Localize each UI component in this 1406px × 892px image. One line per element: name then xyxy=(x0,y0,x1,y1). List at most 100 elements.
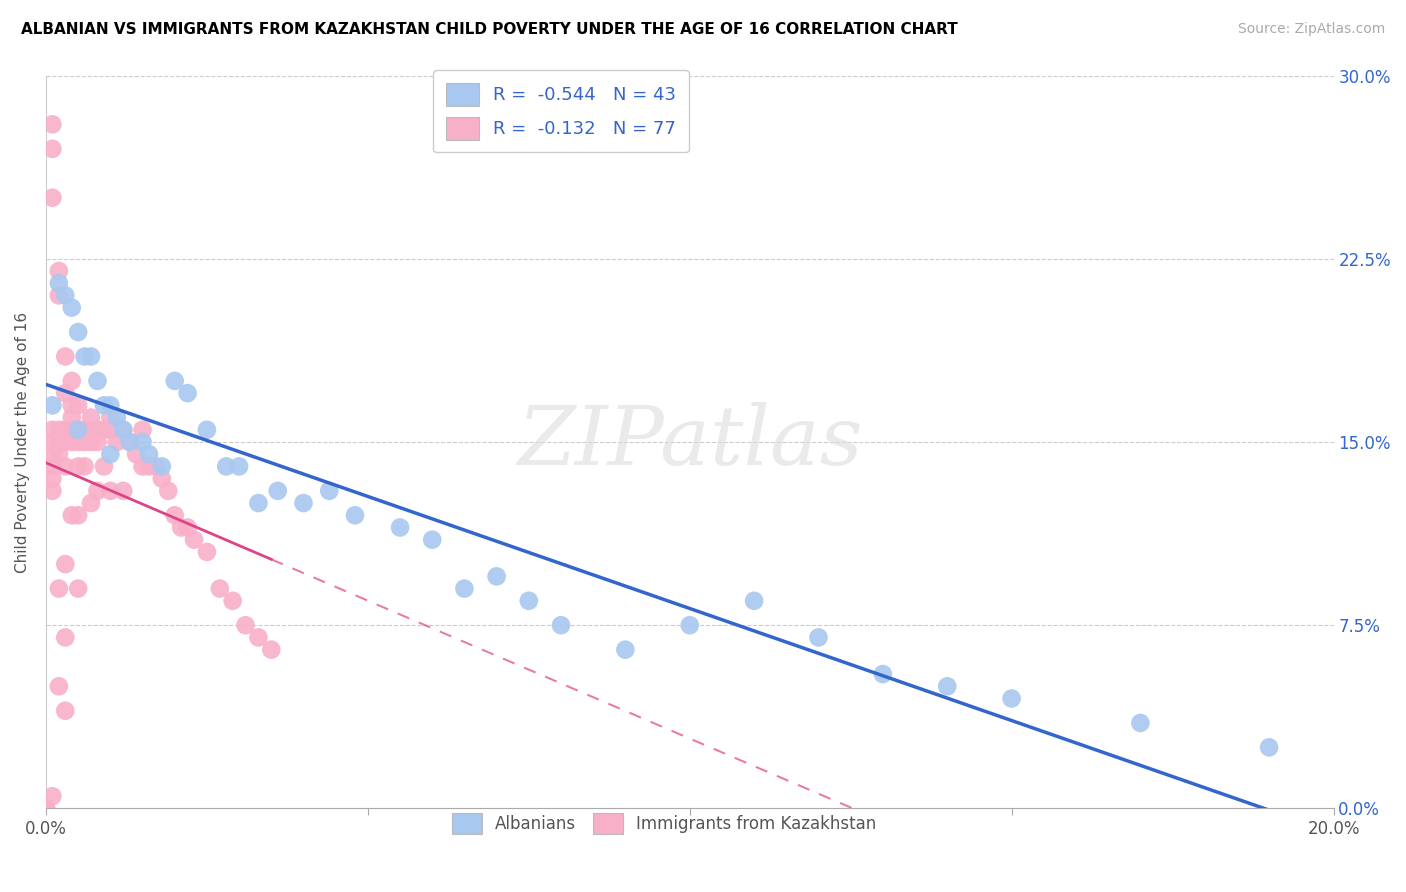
Point xyxy=(80,434,103,449)
Point xyxy=(247,496,270,510)
Point xyxy=(67,325,90,339)
Point xyxy=(35,801,58,815)
Point xyxy=(131,434,153,449)
Point xyxy=(267,483,290,498)
Point xyxy=(73,459,96,474)
Point xyxy=(53,704,76,718)
Point xyxy=(183,533,205,547)
Point xyxy=(105,410,128,425)
Point xyxy=(138,447,160,461)
Point xyxy=(48,264,70,278)
Point xyxy=(125,447,148,461)
Point xyxy=(53,350,76,364)
Point xyxy=(195,423,218,437)
Point xyxy=(48,276,70,290)
Point xyxy=(86,423,108,437)
Point xyxy=(67,508,90,523)
Point xyxy=(48,679,70,693)
Point xyxy=(67,398,90,412)
Point xyxy=(112,483,135,498)
Point xyxy=(163,374,186,388)
Point xyxy=(60,398,83,412)
Point xyxy=(1258,740,1281,755)
Point xyxy=(93,423,115,437)
Point xyxy=(41,789,63,804)
Point xyxy=(118,434,141,449)
Point xyxy=(145,459,167,474)
Point xyxy=(118,434,141,449)
Point xyxy=(35,801,58,815)
Point xyxy=(53,288,76,302)
Point xyxy=(176,520,198,534)
Point xyxy=(73,423,96,437)
Point xyxy=(1129,715,1152,730)
Point xyxy=(420,533,443,547)
Y-axis label: Child Poverty Under the Age of 16: Child Poverty Under the Age of 16 xyxy=(15,311,30,573)
Point xyxy=(208,582,231,596)
Point xyxy=(67,423,90,437)
Point xyxy=(614,642,637,657)
Point xyxy=(48,447,70,461)
Point xyxy=(67,582,90,596)
Point xyxy=(292,496,315,510)
Point xyxy=(176,386,198,401)
Point xyxy=(679,618,702,632)
Point xyxy=(67,423,90,437)
Point xyxy=(93,398,115,412)
Point xyxy=(60,374,83,388)
Point xyxy=(48,423,70,437)
Point xyxy=(93,459,115,474)
Point xyxy=(53,557,76,571)
Point xyxy=(260,642,283,657)
Point xyxy=(453,582,475,596)
Point xyxy=(60,434,83,449)
Point xyxy=(41,472,63,486)
Point xyxy=(86,374,108,388)
Point xyxy=(48,434,70,449)
Point xyxy=(131,459,153,474)
Point xyxy=(86,483,108,498)
Point xyxy=(53,631,76,645)
Point xyxy=(112,423,135,437)
Point xyxy=(170,520,193,534)
Point xyxy=(41,434,63,449)
Point xyxy=(98,483,121,498)
Point xyxy=(80,410,103,425)
Point xyxy=(131,423,153,437)
Point xyxy=(517,594,540,608)
Point xyxy=(41,191,63,205)
Point xyxy=(53,386,76,401)
Point xyxy=(67,459,90,474)
Point xyxy=(163,508,186,523)
Point xyxy=(41,117,63,131)
Point xyxy=(48,288,70,302)
Text: ZIPatlas: ZIPatlas xyxy=(517,402,862,482)
Point xyxy=(41,398,63,412)
Point xyxy=(485,569,508,583)
Point xyxy=(150,472,173,486)
Point xyxy=(138,459,160,474)
Point xyxy=(53,459,76,474)
Point xyxy=(550,618,572,632)
Point xyxy=(80,350,103,364)
Point xyxy=(60,508,83,523)
Point xyxy=(67,434,90,449)
Point xyxy=(195,545,218,559)
Point xyxy=(60,301,83,315)
Point xyxy=(41,483,63,498)
Point xyxy=(150,459,173,474)
Point xyxy=(98,423,121,437)
Legend: Albanians, Immigrants from Kazakhstan: Albanians, Immigrants from Kazakhstan xyxy=(441,803,886,844)
Point xyxy=(1001,691,1024,706)
Point xyxy=(936,679,959,693)
Point xyxy=(221,594,243,608)
Point xyxy=(215,459,238,474)
Point xyxy=(98,398,121,412)
Point xyxy=(157,483,180,498)
Point xyxy=(235,618,257,632)
Point xyxy=(247,631,270,645)
Text: Source: ZipAtlas.com: Source: ZipAtlas.com xyxy=(1237,22,1385,37)
Point xyxy=(35,801,58,815)
Point xyxy=(60,410,83,425)
Text: ALBANIAN VS IMMIGRANTS FROM KAZAKHSTAN CHILD POVERTY UNDER THE AGE OF 16 CORRELA: ALBANIAN VS IMMIGRANTS FROM KAZAKHSTAN C… xyxy=(21,22,957,37)
